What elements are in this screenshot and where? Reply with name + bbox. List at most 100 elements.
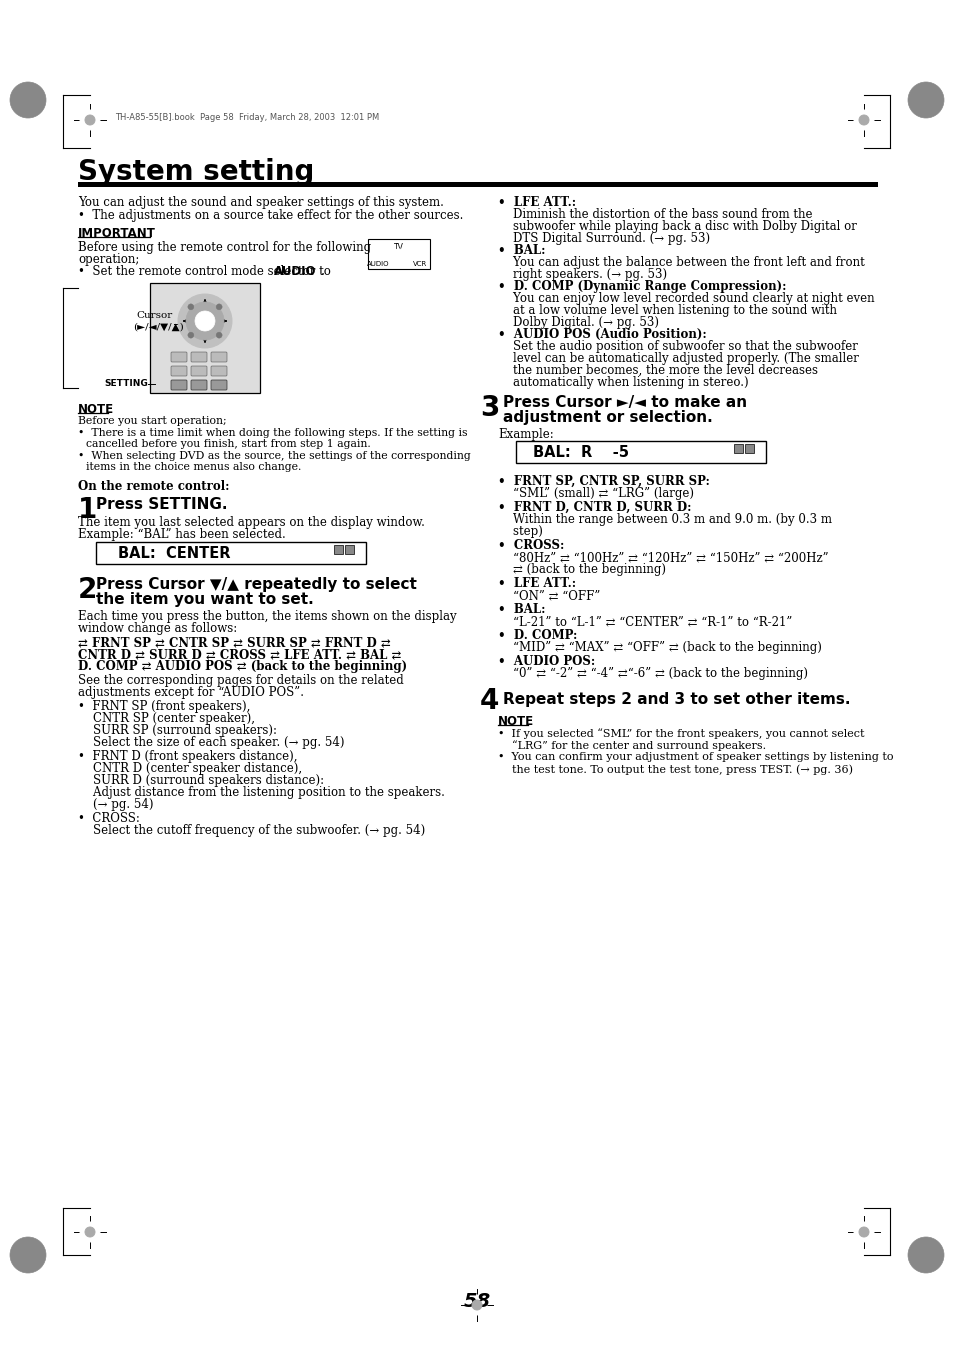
Text: Repeat steps 2 and 3 to set other items.: Repeat steps 2 and 3 to set other items. (502, 692, 850, 707)
Text: •  If you selected “SML” for the front speakers, you cannot select: • If you selected “SML” for the front sp… (497, 728, 863, 739)
Text: Before using the remote control for the following: Before using the remote control for the … (78, 240, 371, 254)
Text: items in the choice menus also change.: items in the choice menus also change. (86, 462, 301, 471)
Text: NOTE: NOTE (78, 403, 114, 416)
Text: TH-A85-55[B].book  Page 58  Friday, March 28, 2003  12:01 PM: TH-A85-55[B].book Page 58 Friday, March … (115, 113, 379, 122)
Circle shape (80, 1223, 100, 1242)
Bar (96, 542, 366, 563)
Text: “L-21” to “L-1” ⇄ “CENTER” ⇄ “R-1” to “R-21”: “L-21” to “L-1” ⇄ “CENTER” ⇄ “R-1” to “R… (497, 615, 792, 628)
Circle shape (186, 303, 224, 340)
Text: “SML” (small) ⇄ “LRG” (large): “SML” (small) ⇄ “LRG” (large) (497, 486, 693, 500)
Circle shape (858, 1227, 868, 1238)
Text: adjustments except for “AUDIO POS”.: adjustments except for “AUDIO POS”. (78, 686, 304, 698)
Bar (516, 440, 765, 463)
FancyBboxPatch shape (171, 353, 187, 362)
Text: (►/◄/▼/▲): (►/◄/▼/▲) (132, 323, 184, 332)
Text: .: . (320, 265, 324, 278)
Text: •  FRNT D (front speakers distance),: • FRNT D (front speakers distance), (78, 750, 297, 763)
Text: “MID” ⇄ “MAX” ⇄ “OFF” ⇄ (back to the beginning): “MID” ⇄ “MAX” ⇄ “OFF” ⇄ (back to the beg… (497, 640, 821, 654)
Text: You can adjust the sound and speaker settings of this system.: You can adjust the sound and speaker set… (78, 196, 443, 209)
Circle shape (472, 1300, 481, 1310)
Text: NOTE: NOTE (497, 715, 534, 728)
Text: Diminish the distortion of the bass sound from the: Diminish the distortion of the bass soun… (497, 208, 812, 222)
Circle shape (194, 311, 214, 331)
Text: Adjust distance from the listening position to the speakers.: Adjust distance from the listening posit… (78, 786, 444, 798)
Text: See the corresponding pages for details on the related: See the corresponding pages for details … (78, 674, 403, 688)
Text: •  D. COMP (Dynamic Range Compression):: • D. COMP (Dynamic Range Compression): (497, 280, 785, 293)
Text: •  When selecting DVD as the source, the settings of the corresponding: • When selecting DVD as the source, the … (78, 451, 470, 461)
Circle shape (85, 115, 95, 126)
Text: You can enjoy low level recorded sound clearly at night even: You can enjoy low level recorded sound c… (497, 292, 874, 305)
Text: 2: 2 (78, 576, 97, 604)
FancyBboxPatch shape (211, 366, 227, 376)
Text: “ON” ⇄ “OFF”: “ON” ⇄ “OFF” (497, 589, 599, 603)
Circle shape (10, 82, 46, 118)
Text: right speakers. (→ pg. 53): right speakers. (→ pg. 53) (497, 267, 666, 281)
FancyBboxPatch shape (191, 366, 207, 376)
Text: Dolby Digital. (→ pg. 53): Dolby Digital. (→ pg. 53) (497, 316, 659, 330)
Text: AUDIO: AUDIO (366, 261, 389, 267)
Text: On the remote control:: On the remote control: (78, 480, 230, 493)
Circle shape (216, 304, 222, 309)
Text: •  FRNT D, CNTR D, SURR D:: • FRNT D, CNTR D, SURR D: (497, 501, 691, 513)
Text: “0” ⇄ “-2” ⇄ “-4” ⇄“-6” ⇄ (back to the beginning): “0” ⇄ “-2” ⇄ “-4” ⇄“-6” ⇄ (back to the b… (497, 667, 807, 680)
Text: BAL:  CENTER: BAL: CENTER (118, 546, 231, 561)
Text: BAL:  R    -5: BAL: R -5 (533, 444, 628, 459)
Text: DTS Digital Surround. (→ pg. 53): DTS Digital Surround. (→ pg. 53) (497, 232, 709, 245)
Text: •  The adjustments on a source take effect for the other sources.: • The adjustments on a source take effec… (78, 209, 463, 222)
Text: •  D. COMP:: • D. COMP: (497, 630, 577, 642)
FancyBboxPatch shape (191, 380, 207, 390)
Text: automatically when listening in stereo.): automatically when listening in stereo.) (497, 376, 748, 389)
Text: Each time you press the button, the items shown on the display: Each time you press the button, the item… (78, 611, 456, 623)
Bar (345, 544, 354, 554)
Circle shape (188, 332, 193, 338)
Text: •  CROSS:: • CROSS: (78, 812, 140, 825)
FancyBboxPatch shape (171, 380, 187, 390)
Text: D. COMP ⇄ AUDIO POS ⇄ (back to the beginning): D. COMP ⇄ AUDIO POS ⇄ (back to the begin… (78, 661, 407, 673)
FancyBboxPatch shape (191, 353, 207, 362)
Text: AUDIO: AUDIO (274, 265, 316, 278)
Text: Press Cursor ▼/▲ repeatedly to select: Press Cursor ▼/▲ repeatedly to select (96, 577, 416, 592)
Text: CNTR D (center speaker distance),: CNTR D (center speaker distance), (78, 762, 302, 775)
Text: operation;: operation; (78, 253, 139, 266)
Text: •  There is a time limit when doing the following steps. If the setting is: • There is a time limit when doing the f… (78, 428, 467, 438)
Circle shape (907, 1238, 943, 1273)
Circle shape (392, 249, 406, 263)
Text: 58: 58 (463, 1292, 490, 1310)
Circle shape (188, 304, 193, 309)
Text: •  BAL:: • BAL: (497, 245, 545, 257)
Circle shape (907, 82, 943, 118)
Text: Select the size of each speaker. (→ pg. 54): Select the size of each speaker. (→ pg. … (78, 736, 344, 748)
Text: CNTR D ⇄ SURR D ⇄ CROSS ⇄ LFE ATT. ⇄ BAL ⇄: CNTR D ⇄ SURR D ⇄ CROSS ⇄ LFE ATT. ⇄ BAL… (78, 648, 401, 661)
Text: Cursor: Cursor (136, 311, 172, 320)
Text: •  You can confirm your adjustment of speaker settings by listening to: • You can confirm your adjustment of spe… (497, 753, 893, 762)
Text: •  CROSS:: • CROSS: (497, 539, 564, 553)
Text: step): step) (497, 526, 542, 538)
Bar (368, 239, 430, 269)
Text: Example: “BAL” has been selected.: Example: “BAL” has been selected. (78, 528, 286, 540)
Text: (→ pg. 54): (→ pg. 54) (78, 798, 153, 811)
Bar (744, 444, 753, 453)
Circle shape (10, 1238, 46, 1273)
Text: subwoofer while playing back a disc with Dolby Digital or: subwoofer while playing back a disc with… (497, 220, 856, 232)
Text: •  FRNT SP, CNTR SP, SURR SP:: • FRNT SP, CNTR SP, SURR SP: (497, 476, 709, 488)
Text: 1: 1 (78, 496, 97, 524)
FancyBboxPatch shape (211, 380, 227, 390)
Text: SETTING: SETTING (104, 380, 148, 388)
Circle shape (467, 1296, 486, 1315)
Text: Example:: Example: (497, 428, 553, 440)
Text: Press SETTING.: Press SETTING. (96, 497, 227, 512)
Circle shape (80, 109, 100, 130)
Text: IMPORTANT: IMPORTANT (78, 227, 155, 240)
Circle shape (178, 295, 232, 349)
Text: level can be automatically adjusted properly. (The smaller: level can be automatically adjusted prop… (497, 353, 858, 365)
Circle shape (853, 109, 873, 130)
Text: System setting: System setting (78, 158, 314, 186)
Text: ⇄ (back to the beginning): ⇄ (back to the beginning) (497, 563, 665, 576)
Text: ⇄ FRNT SP ⇄ CNTR SP ⇄ SURR SP ⇄ FRNT D ⇄: ⇄ FRNT SP ⇄ CNTR SP ⇄ SURR SP ⇄ FRNT D ⇄ (78, 636, 391, 648)
Bar (334, 544, 343, 554)
Text: at a low volume level when listening to the sound with: at a low volume level when listening to … (497, 304, 836, 317)
Circle shape (216, 332, 222, 338)
Text: Within the range between 0.3 m and 9.0 m. (by 0.3 m: Within the range between 0.3 m and 9.0 m… (497, 513, 831, 526)
Text: •  FRNT SP (front speakers),: • FRNT SP (front speakers), (78, 700, 250, 713)
Bar (150, 282, 260, 393)
